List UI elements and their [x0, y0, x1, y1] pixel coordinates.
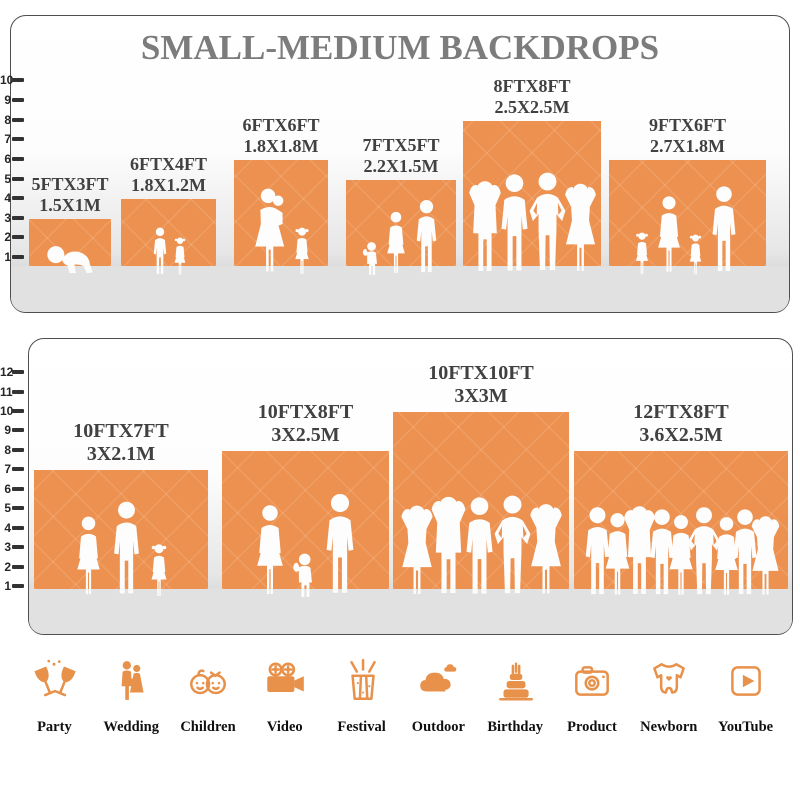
category-label: Birthday [487, 719, 543, 735]
tick-mark [12, 428, 24, 432]
backdrop-size-label: 6FTX6FT 1.8X1.8M [242, 114, 320, 156]
category-label: Wedding [103, 719, 159, 735]
backdrop-12x8: 12FTX8FT 3.6X2.5M [574, 401, 788, 595]
gift-box-icon [349, 658, 376, 701]
clouds-icon [420, 664, 457, 692]
tick-mark [12, 78, 24, 82]
backdrop-6x4: 6FTX4FT 1.8X1.2M [121, 154, 216, 275]
silhouette-crowd [544, 504, 800, 600]
tick-mark [12, 467, 24, 471]
backdrop-size-label: 7FTX5FT 2.2X1.5M [362, 134, 440, 176]
tick-mark [12, 216, 24, 220]
category-outdoor: Outdoor [400, 658, 477, 736]
small-medium-backdrops-panel: SMALL-MEDIUM BACKDROPS 5FTX3FT 1.5X1M 6FT… [10, 15, 790, 313]
backdrop-10x8: 10FTX8FT 3X2.5M [222, 401, 389, 597]
tick-mark [12, 98, 24, 102]
category-video: Video [246, 658, 323, 736]
category-label: Party [37, 719, 72, 735]
ground-strip [11, 266, 789, 312]
category-wedding: Wedding [93, 658, 170, 736]
ground-strip [29, 589, 792, 634]
tick-mark [12, 545, 24, 549]
category-youtube: YouTube [707, 658, 784, 736]
category-label: Video [266, 719, 303, 735]
backdrop-size-label: 10FTX10FT 3X3M [428, 361, 534, 408]
category-product: Product [554, 658, 631, 736]
children-faces-icon [190, 669, 226, 695]
tick-mark [12, 255, 24, 259]
category-label: Outdoor [411, 719, 465, 735]
backdrop-size-label: 8FTX8FT 2.5X2.5M [493, 75, 571, 117]
baby-onesie-icon [652, 663, 685, 694]
tick-mark [12, 584, 24, 588]
tick-mark [12, 506, 24, 510]
tick-mark [12, 370, 24, 374]
category-label: Children [180, 719, 236, 735]
category-label: Festival [337, 719, 386, 735]
wedding-couple-icon [121, 661, 144, 700]
silhouette-family-of-four [579, 185, 796, 277]
category-label: Newborn [640, 719, 698, 735]
category-birthday: Birthday [477, 658, 554, 736]
photo-camera-icon [575, 666, 609, 696]
tick-mark [12, 137, 24, 141]
category-label: Product [567, 719, 617, 735]
tick-mark [12, 235, 24, 239]
tick-mark [12, 157, 24, 161]
tick-mark [12, 565, 24, 569]
backdrop-9x6: 9FTX6FT 2.7X1.8M [609, 115, 766, 275]
video-camera-icon [267, 662, 304, 692]
category-children: Children [170, 658, 247, 736]
backdrop-5x3: 5FTX3FT 1.5X1M [29, 174, 111, 274]
backdrop-size-label: 5FTX3FT 1.5X1M [31, 173, 109, 215]
tick-mark [12, 409, 24, 413]
backdrop-size-label: 6FTX4FT 1.8X1.2M [129, 153, 208, 195]
category-label: YouTube [718, 719, 774, 735]
party-glasses-icon [34, 659, 77, 697]
birthday-cake-icon [499, 662, 534, 701]
backdrop-10x10: 10FTX10FT 3X3M [393, 362, 569, 594]
page-title: SMALL-MEDIUM BACKDROPS [140, 28, 660, 67]
tick-mark [12, 390, 24, 394]
backdrop-size-label: 12FTX8FT 3.6X2.5M [633, 400, 729, 447]
backdrop-10x7: 10FTX7FT 3X2.1M [34, 420, 208, 596]
tick-mark [12, 196, 24, 200]
category-festival: Festival [323, 658, 400, 736]
category-row: Party Wedding Children [16, 658, 784, 736]
play-button-icon [730, 666, 761, 696]
tick-mark [12, 177, 24, 181]
backdrop-size-label: 10FTX7FT 3X2.1M [73, 419, 169, 466]
backdrop-8x8: 8FTX8FT 2.5X2.5M [463, 76, 601, 271]
backdrop-size-label: 10FTX8FT 3X2.5M [257, 400, 354, 447]
backdrop-6x6: 6FTX6FT 1.8X1.8M [234, 115, 328, 274]
tick-mark [12, 487, 24, 491]
backdrop-7x5: 7FTX5FT 2.2X1.5M [346, 135, 456, 275]
tick-mark [12, 118, 24, 122]
backdrop-size-label: 9FTX6FT 2.7X1.8M [648, 114, 727, 156]
tick-mark [12, 448, 24, 452]
category-newborn: Newborn [630, 658, 707, 736]
category-party: Party [16, 658, 93, 736]
large-backdrops-panel: 10FTX7FT 3X2.1M 10FTX8FT 3X2.5M 10FTX10FT 3… [28, 338, 793, 635]
tick-mark [12, 526, 24, 530]
